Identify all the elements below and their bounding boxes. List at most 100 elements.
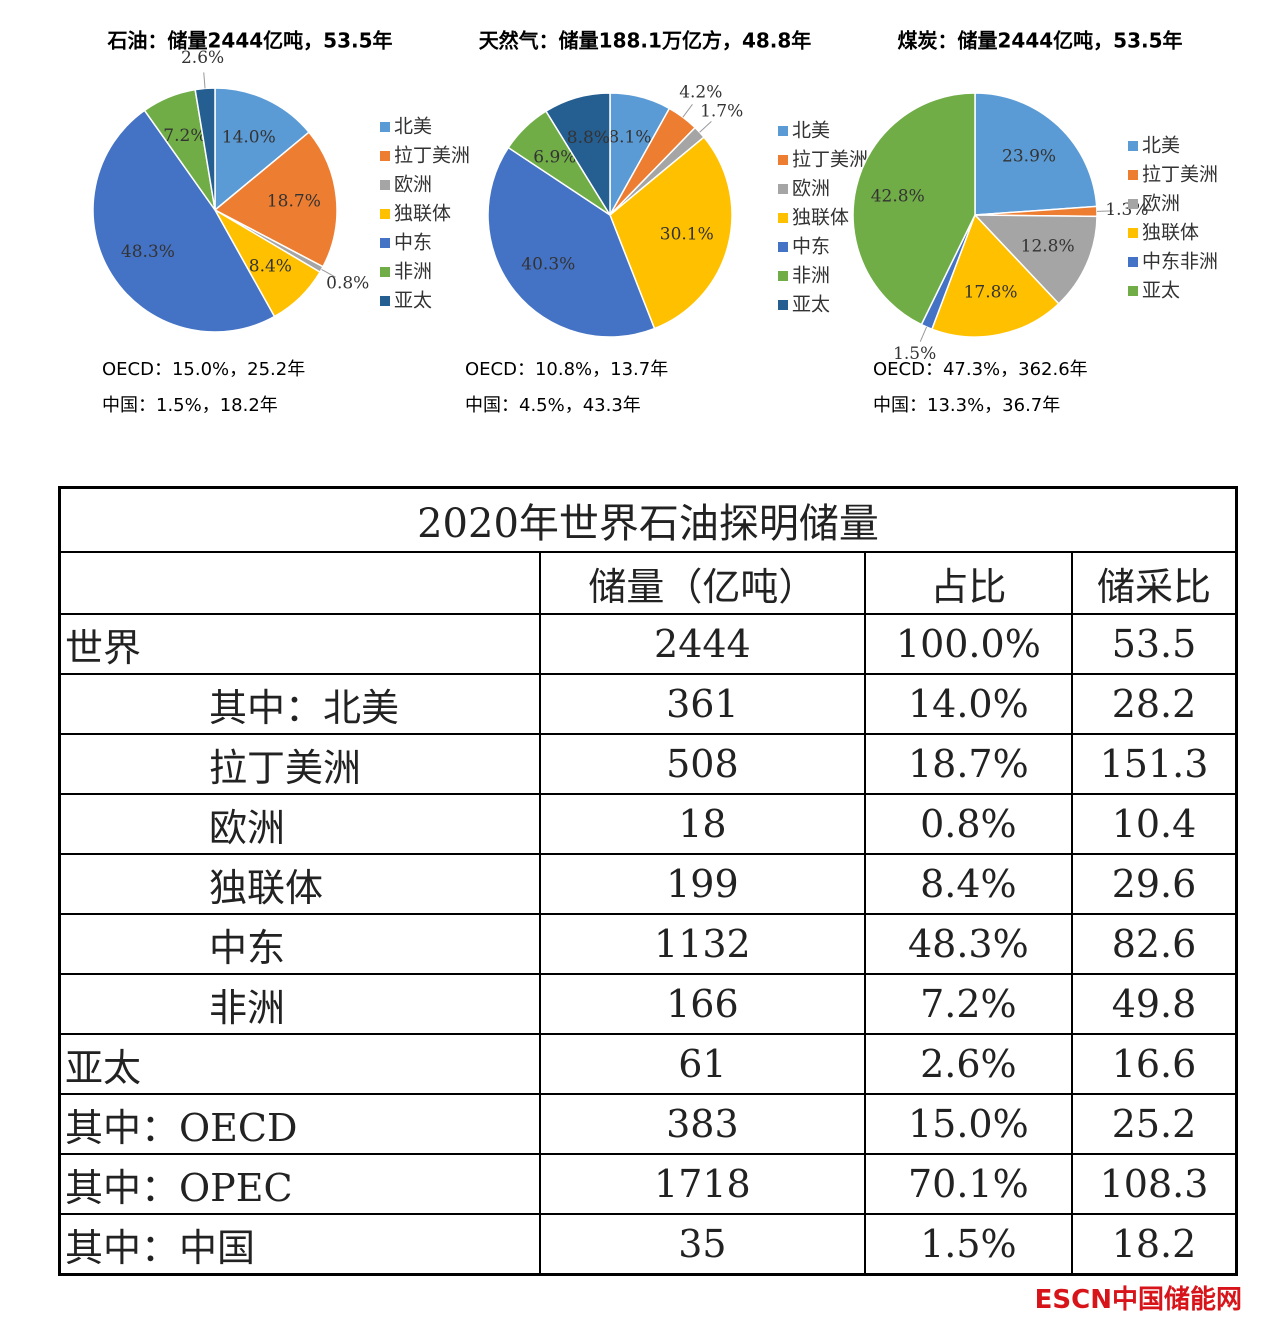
data-label: 0.8% xyxy=(326,274,369,294)
pie-slice xyxy=(213,131,338,268)
row-label: 世界 xyxy=(58,613,542,675)
legend-label: 中东非洲 xyxy=(1142,251,1218,273)
header-cell: 占比 xyxy=(863,551,1074,615)
legend-label: 亚太 xyxy=(394,290,432,312)
table-row: 独联体 199 8.4% 29.6 xyxy=(58,853,1238,915)
note: 中国：1.5%，18.2年 xyxy=(102,395,278,416)
table-row: 世界 2444 100.0% 53.5 xyxy=(58,613,1238,675)
legend-label: 欧洲 xyxy=(792,178,830,200)
row-label: 非洲 xyxy=(58,973,542,1035)
cell: 48.3% xyxy=(863,913,1074,975)
leader-line xyxy=(321,269,336,278)
pie-slice xyxy=(974,92,1098,216)
legend-label: 北美 xyxy=(792,120,830,142)
row-label: 其中：北美 xyxy=(58,673,542,735)
cell: 18.2 xyxy=(1071,1213,1238,1276)
legend-swatch xyxy=(380,151,390,161)
cell: 14.0% xyxy=(863,673,1074,735)
chart-title: 煤炭：储量2444亿吨，53.5年 xyxy=(897,29,1182,53)
data-label: 30.1% xyxy=(660,224,714,244)
chart-title: 天然气：储量188.1万亿方，48.8年 xyxy=(479,29,812,53)
legend-swatch xyxy=(1128,170,1138,180)
legend-label: 欧洲 xyxy=(394,174,432,196)
row-label: 拉丁美洲 xyxy=(58,733,542,795)
legend-label: 拉丁美洲 xyxy=(1142,164,1218,186)
data-label: 48.3% xyxy=(121,242,175,262)
data-label: 42.8% xyxy=(871,187,925,207)
cell: 508 xyxy=(539,733,866,795)
note: OECD：15.0%，25.2年 xyxy=(102,359,305,380)
cell: 1132 xyxy=(539,913,866,975)
table-row: 中东 1132 48.3% 82.6 xyxy=(58,913,1238,975)
legend-label: 非洲 xyxy=(792,265,830,287)
watermark-brand: ESCN xyxy=(1034,1285,1112,1315)
cell: 100.0% xyxy=(863,613,1074,675)
legend-swatch xyxy=(380,238,390,248)
table-row: 其中：中国 35 1.5% 18.2 xyxy=(58,1213,1238,1276)
note: OECD：47.3%，362.6年 xyxy=(873,359,1088,380)
legend-swatch xyxy=(380,209,390,219)
cell: 166 xyxy=(539,973,866,1035)
header-row: 储量（亿吨） 占比 储采比 xyxy=(58,551,1238,615)
data-label: 7.2% xyxy=(163,126,206,146)
legend-swatch xyxy=(1128,199,1138,209)
note: OECD：10.8%，13.7年 xyxy=(465,359,668,380)
leader-line xyxy=(203,72,206,89)
legend-label: 独联体 xyxy=(394,203,451,225)
header-cell xyxy=(58,551,542,615)
legend-swatch xyxy=(1128,228,1138,238)
data-label: 18.7% xyxy=(267,191,321,211)
chart-title: 石油：储量2444亿吨，53.5年 xyxy=(106,29,392,53)
legend-label: 欧洲 xyxy=(1142,193,1180,215)
pie-slice xyxy=(487,146,656,338)
leader-line xyxy=(699,121,712,133)
cell: 61 xyxy=(539,1033,866,1095)
legend-label: 独联体 xyxy=(1142,222,1199,244)
pie-slice xyxy=(609,136,733,330)
table-row: 拉丁美洲 508 18.7% 151.3 xyxy=(58,733,1238,795)
cell: 18.7% xyxy=(863,733,1074,795)
cell: 383 xyxy=(539,1093,866,1155)
legend-swatch xyxy=(1128,286,1138,296)
cell: 15.0% xyxy=(863,1093,1074,1155)
header-cell: 储采比 xyxy=(1071,551,1238,615)
legend-swatch xyxy=(380,180,390,190)
data-label: 1.5% xyxy=(893,344,936,364)
cell: 18 xyxy=(539,793,866,855)
cell: 25.2 xyxy=(1071,1093,1238,1155)
table-row: 欧洲 18 0.8% 10.4 xyxy=(58,793,1238,855)
table-row: 非洲 166 7.2% 49.8 xyxy=(58,973,1238,1035)
legend-swatch xyxy=(380,267,390,277)
table-row: 其中：OECD 383 15.0% 25.2 xyxy=(58,1093,1238,1155)
cell: 2444 xyxy=(539,613,866,675)
cell: 16.6 xyxy=(1071,1033,1238,1095)
reserve-table: 2020年世界石油探明储量 储量（亿吨） 占比 储采比 世界 2444 100.0% 53.5… xyxy=(58,486,1238,1276)
legend-label: 亚太 xyxy=(1142,280,1180,302)
cell: 82.6 xyxy=(1071,913,1238,975)
legend-label: 中东 xyxy=(394,232,432,254)
row-label: 其中：OPEC xyxy=(58,1153,542,1215)
legend-swatch xyxy=(1128,141,1138,151)
legend-swatch xyxy=(1128,257,1138,267)
data-label: 1.7% xyxy=(700,101,743,121)
cell: 29.6 xyxy=(1071,853,1238,915)
legend-label: 亚太 xyxy=(792,294,830,316)
cell: 2.6% xyxy=(863,1033,1074,1095)
row-label: 独联体 xyxy=(58,853,542,915)
pie-charts: 石油：储量2444亿吨，53.5年 14.0% 北美 18.7% 拉丁美洲 0.8% 欧洲 8… xyxy=(92,29,1218,416)
row-label: 欧洲 xyxy=(58,793,542,855)
legend-label: 北美 xyxy=(1142,135,1180,157)
data-label: 23.9% xyxy=(1002,146,1056,166)
cell: 35 xyxy=(539,1213,866,1276)
table-title: 2020年世界石油探明储量 xyxy=(58,486,1238,553)
note: 中国：13.3%，36.7年 xyxy=(873,395,1060,416)
pie-slice xyxy=(544,92,611,218)
row-label: 亚太 xyxy=(58,1033,542,1095)
cell: 28.2 xyxy=(1071,673,1238,735)
pie-slice xyxy=(214,87,311,212)
leader-line xyxy=(919,326,928,342)
table-row: 其中：北美 361 14.0% 28.2 xyxy=(58,673,1238,735)
legend-swatch xyxy=(778,271,788,281)
legend-swatch xyxy=(778,126,788,136)
